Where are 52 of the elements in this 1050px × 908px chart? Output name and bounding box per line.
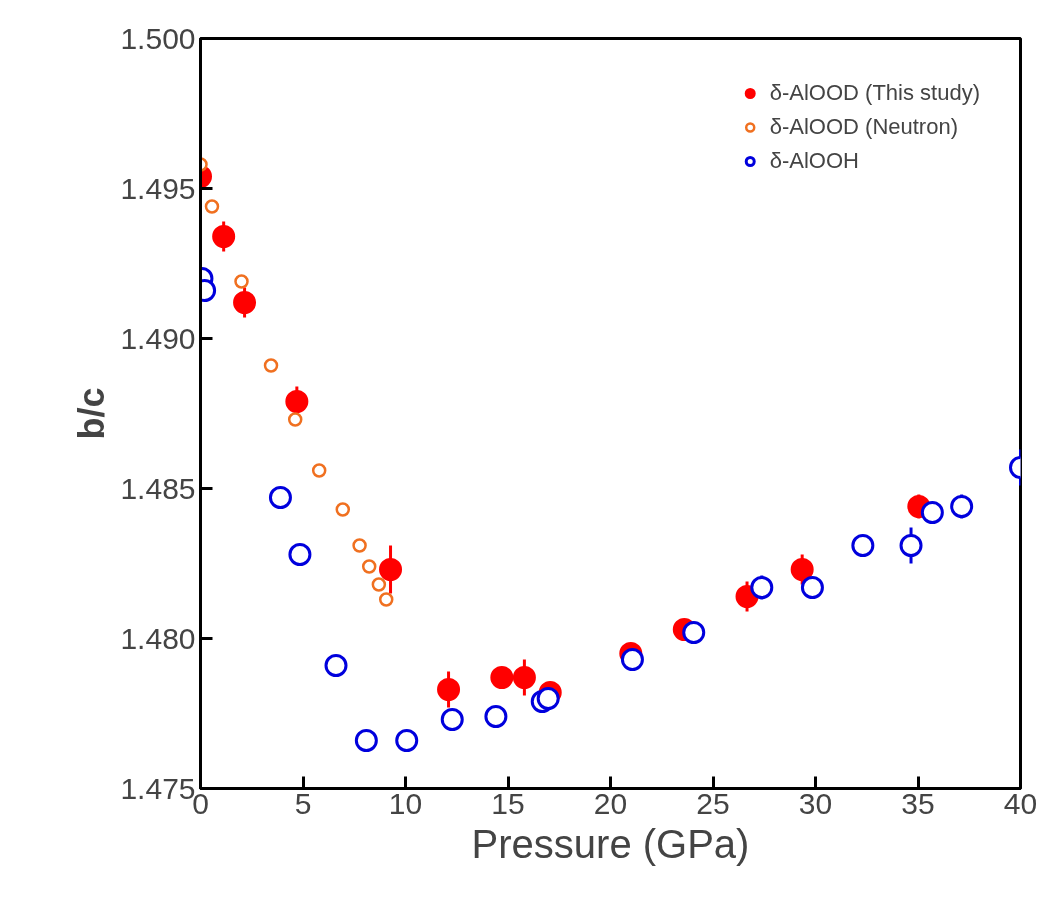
y-tick-label: 1.500 [120,21,196,55]
point [899,534,923,557]
point [378,592,394,607]
point [234,274,249,289]
x-tick-label: 40 [1003,786,1038,820]
point [268,486,292,509]
point [800,576,824,599]
x-tick-label: 10 [388,786,423,820]
y-tick-label: 1.480 [120,621,196,655]
point [288,543,312,566]
point [920,501,944,524]
point [204,199,220,214]
legend-label: δ-AlOOH [769,147,859,175]
x-axis-title: Pressure (GPa) [471,821,750,866]
point [233,291,257,314]
point [287,412,303,427]
point [620,648,644,671]
point [682,621,706,644]
legend-label: δ-AlOOD (This study) [769,79,980,107]
point [263,358,279,373]
point [371,577,387,592]
point [361,559,377,574]
point [790,558,814,581]
point [536,687,560,710]
point [324,654,348,677]
point [490,666,514,689]
point [950,495,974,518]
point [285,390,309,413]
x-tick-label: 30 [798,786,833,820]
point [484,705,508,728]
point [335,502,351,517]
point [512,666,536,689]
point [352,538,367,553]
point [750,576,774,599]
x-tick-label: 5 [294,786,312,820]
point [395,729,419,752]
x-tick-label: 25 [696,786,730,820]
y-tick-label: 1.485 [120,471,196,505]
y-tick-label: 1.495 [120,171,196,205]
x-tick-label: 35 [901,786,935,820]
x-tick-label: 20 [593,786,628,820]
y-axis-title: b/c [71,387,113,440]
point [311,463,327,478]
x-tick-label: 15 [491,786,525,820]
point [354,729,378,752]
point [379,558,403,581]
legend-label: δ-AlOOD (Neutron) [769,113,958,141]
point [851,534,875,557]
point [212,225,236,248]
y-tick-label: 1.490 [120,321,196,355]
point [440,708,464,731]
point [437,678,461,701]
